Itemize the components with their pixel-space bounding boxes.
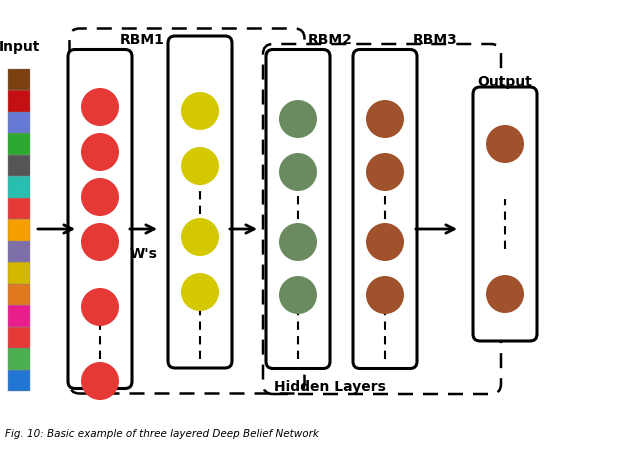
FancyBboxPatch shape — [266, 49, 330, 369]
Circle shape — [366, 276, 404, 314]
Bar — [8, 198, 30, 219]
FancyBboxPatch shape — [68, 49, 132, 388]
Circle shape — [81, 178, 119, 216]
Text: Input: Input — [0, 40, 40, 54]
Circle shape — [181, 218, 219, 256]
FancyBboxPatch shape — [473, 87, 537, 341]
FancyBboxPatch shape — [168, 36, 232, 368]
Circle shape — [181, 92, 219, 130]
Bar — [8, 69, 30, 90]
Circle shape — [279, 276, 317, 314]
Circle shape — [279, 223, 317, 261]
Text: Hidden Layers: Hidden Layers — [274, 380, 386, 394]
Circle shape — [81, 133, 119, 171]
Circle shape — [366, 223, 404, 261]
Bar — [8, 176, 30, 198]
Circle shape — [81, 288, 119, 326]
Bar — [8, 348, 30, 370]
Text: RBM2: RBM2 — [308, 33, 353, 47]
Bar — [8, 219, 30, 241]
Circle shape — [181, 147, 219, 185]
Text: RBM1: RBM1 — [120, 33, 164, 47]
Circle shape — [366, 100, 404, 138]
Bar — [8, 326, 30, 348]
Bar — [8, 133, 30, 155]
Circle shape — [81, 88, 119, 126]
FancyBboxPatch shape — [353, 49, 417, 369]
Bar — [8, 370, 30, 391]
Bar — [8, 241, 30, 262]
Text: Fig. 10: Basic example of three layered Deep Belief Network: Fig. 10: Basic example of three layered … — [5, 429, 319, 439]
Circle shape — [366, 153, 404, 191]
Bar — [8, 112, 30, 133]
Circle shape — [181, 273, 219, 311]
Circle shape — [486, 125, 524, 163]
Circle shape — [81, 362, 119, 400]
Text: W's: W's — [130, 247, 158, 261]
Bar — [8, 262, 30, 284]
Bar — [8, 155, 30, 176]
Circle shape — [279, 100, 317, 138]
Text: RBM3: RBM3 — [413, 33, 458, 47]
Bar — [8, 284, 30, 305]
Text: Output: Output — [477, 75, 532, 89]
Bar — [8, 305, 30, 326]
Circle shape — [279, 153, 317, 191]
Circle shape — [81, 223, 119, 261]
Bar — [8, 90, 30, 112]
Circle shape — [486, 275, 524, 313]
